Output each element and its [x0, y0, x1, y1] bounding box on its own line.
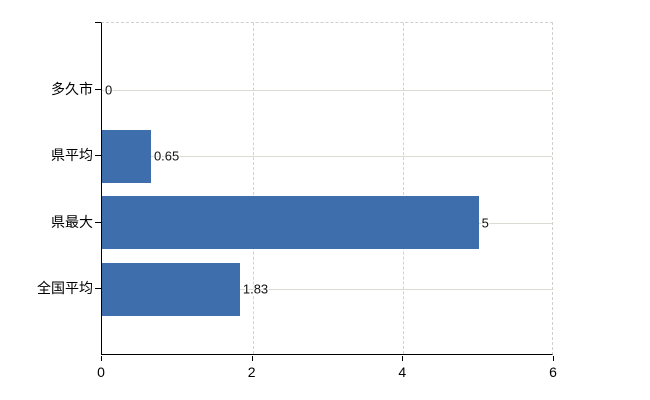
x-axis-tick-label: 6 — [549, 364, 557, 380]
horizontal-gridline — [102, 89, 552, 91]
category-label: 県最大 — [51, 213, 93, 230]
horizontal-gridline — [102, 156, 552, 158]
bar-value-label: 1.83 — [242, 281, 269, 297]
y-axis-tick — [95, 288, 101, 290]
category-label: 県平均 — [51, 147, 93, 164]
y-axis-tick — [95, 88, 101, 90]
category-label: 多久市 — [51, 80, 93, 97]
y-axis-end-tick — [95, 22, 101, 23]
x-axis-tick — [251, 356, 253, 361]
x-axis-tick — [402, 356, 404, 361]
bar — [102, 262, 240, 316]
bar-value-label: 0.65 — [153, 148, 180, 164]
vertical-gridline — [403, 23, 405, 354]
x-axis-tick — [101, 356, 102, 361]
bar — [102, 129, 151, 183]
bar — [102, 196, 479, 250]
x-axis-tick-label: 0 — [97, 364, 105, 380]
x-axis-tick — [553, 356, 554, 361]
category-label: 全国平均 — [37, 280, 93, 297]
vertical-gridline — [252, 23, 254, 354]
x-axis-tick-label: 4 — [398, 364, 407, 380]
bar-value-label: 0 — [105, 82, 113, 98]
x-axis-tick-label: 2 — [247, 364, 256, 380]
y-axis-tick — [95, 155, 101, 157]
bar-value-label: 5 — [481, 215, 489, 231]
horizontal-gridline — [102, 289, 552, 291]
plot-area: 0 0.65 5 1.83 — [101, 22, 553, 355]
y-axis-tick — [95, 221, 101, 223]
